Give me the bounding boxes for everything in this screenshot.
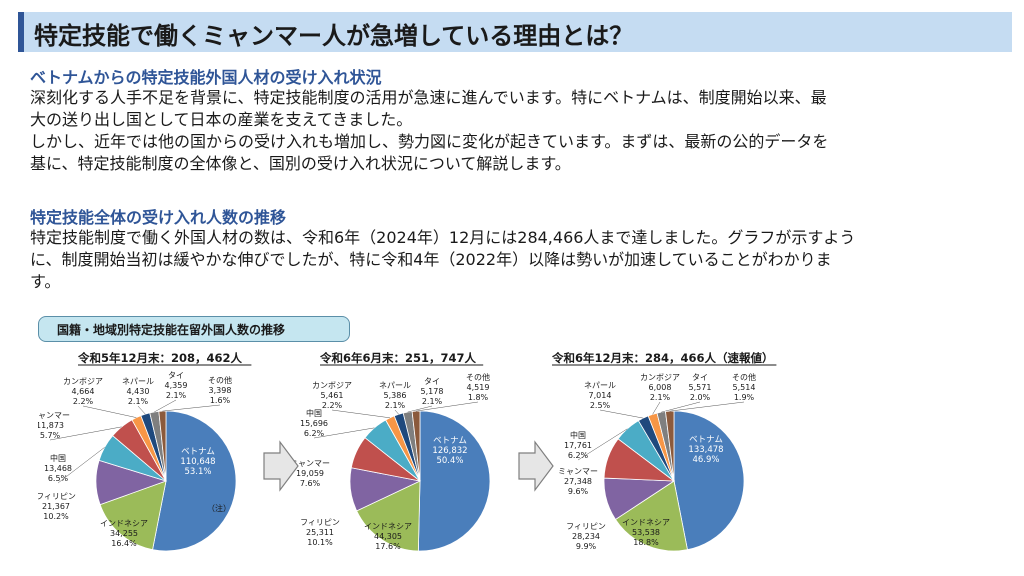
pie-title: 令和6年6月末：251，747人 (319, 351, 477, 365)
pie-leader-line (154, 399, 177, 413)
pie-leader-line (652, 401, 661, 415)
pie-leader-line (577, 428, 628, 461)
pie-label-その他: その他 4,519 1.8% (466, 372, 490, 402)
title-bar: 特定技能で働くミャンマー人が急増している理由とは？ (18, 12, 1012, 52)
figure-title: 国籍・地域別特定技能在留外国人数の推移 (57, 323, 286, 337)
paragraph-line: 深刻化する人手不足を背景に、特定技能制度の活用が急速に進んでいます。特にベトナム… (30, 88, 827, 107)
pie-label-タイ: タイ 4,359 2.1% (165, 371, 188, 400)
section-heading-total: 特定技能全体の受け入れ人数の推移 (30, 208, 287, 227)
pie-slice-インドネシア (99, 480, 167, 551)
pie-label-フィリピン: フィリピン 28,234 9.9% (566, 522, 606, 551)
pie-slice-その他 (158, 410, 167, 482)
section-paragraph-total: 特定技能制度で働く外国人材の数は、令和6年（2024年）12月には284,466… (30, 227, 1005, 293)
pie-leader-line (82, 405, 137, 418)
pie-leader-line (162, 404, 221, 412)
page-title: 特定技能で働くミャンマー人が急増している理由とは？ (34, 22, 634, 50)
pie-label-フィリピン: フィリピン 25,311 10.1% (300, 518, 340, 547)
pie-label-中国: 中国 17,761 6.2% (564, 430, 592, 460)
paragraph-line: 特定技能制度で働く外国人材の数は、令和6年（2024年）12月には284,466… (30, 228, 856, 247)
pie-label-その他: その他 5,514 1.9% (732, 372, 756, 402)
pie-label-インドネシア: インドネシア 44,305 17.6% (364, 522, 412, 551)
pie-figure: 令和5年12月末：208，462人ベトナム 110,648 53.1% インドネシア 3… (38, 316, 778, 574)
pie-label-中国: 中国 13,468 6.5% (44, 453, 72, 483)
pie-label-ミャンマー: ミャンマー 27,348 9.6% (558, 467, 598, 496)
figure-title-box: 国籍・地域別特定技能在留外国人数の推移 (38, 316, 350, 342)
pie-leader-line (407, 405, 433, 413)
pie-leader-line (313, 427, 375, 439)
pie-label-ネパール: ネパール 5,386 2.1% (379, 381, 411, 410)
pie-label-カンボジア: カンボジア 6,008 2.1% (640, 373, 680, 402)
paragraph-line: 基に、特定技能制度の全体像と、国別の受け入れ状況について解説します。 (30, 154, 571, 173)
pie-label-インドネシア: インドネシア 53,538 18.8% (622, 518, 670, 547)
pie-slice-ベトナム (417, 410, 491, 552)
pie-slice-ベトナム (673, 410, 745, 551)
pie-label-ミャンマー: ミャンマー 19,059 7.6% (290, 459, 330, 488)
pie-label-ベトナム: ベトナム 110,648 53.1% (180, 447, 215, 477)
paragraph-line: す。 (30, 272, 61, 291)
pie-label-ベトナム: ベトナム 126,832 50.4% (432, 436, 467, 466)
pie-slice-ベトナム (152, 410, 237, 552)
pie-leader-line (599, 409, 644, 419)
pie-slice-インドネシア (356, 480, 421, 552)
pie-note: （注） (207, 503, 231, 513)
pie-label-カンボジア: カンボジア 5,461 2.2% (312, 381, 352, 410)
pie-leader-line (669, 401, 745, 412)
paragraph-line: 大の送り出し国として日本の産業を支えてきました。 (30, 110, 413, 129)
paragraph-line: に、制度開始当初は緩やかな伸びでしたが、特に令和4年（2022年）以降は勢いが加… (30, 250, 832, 269)
pie-leader-line (416, 401, 479, 412)
pie-leader-line (661, 401, 701, 413)
pie-leader-line (394, 409, 399, 415)
pie-title: 令和6年12月末：284，466人（速報値） (551, 351, 774, 365)
pie-label-その他: その他 3,398 1.6% (208, 375, 232, 405)
pie-label-ネパール: ネパール 4,430 2.1% (122, 377, 154, 406)
pie-slice-インドネシア (614, 480, 688, 552)
pie-label-ベトナム: ベトナム 133,478 46.9% (688, 435, 723, 465)
pie-label-インドネシア: インドネシア 34,255 16.4% (100, 519, 148, 548)
section-paragraph-vietnam: 深刻化する人手不足を背景に、特定技能制度の活用が急速に進んでいます。特にベトナム… (30, 87, 1005, 175)
pie-label-タイ: タイ 5,571 2.0% (689, 373, 712, 402)
arrow-right-icon (263, 440, 299, 492)
section-heading-vietnam: ベトナムからの特定技能外国人材の受け入れ状況 (30, 68, 382, 87)
pie-leader-line (331, 409, 390, 419)
pie-label-ネパール: ネパール 7,014 2.5% (584, 381, 616, 410)
pie-leader-line (49, 426, 122, 441)
arrow-right-icon (518, 440, 554, 492)
pie-label-タイ: タイ 5,178 2.1% (421, 377, 444, 406)
pie-slice-その他 (411, 410, 421, 482)
pie-leader-line (57, 447, 105, 484)
pie-label-カンボジア: カンボジア 4,664 2.2% (63, 377, 103, 406)
paragraph-line: しかし、近年では他の国からの受け入れも増加し、勢力図に変化が起きています。まずは… (30, 132, 829, 151)
pie-leader-line (137, 405, 146, 415)
pie-label-フィリピン: フィリピン 21,367 10.2% (38, 492, 76, 521)
pie-title: 令和5年12月末：208，462人 (77, 351, 243, 365)
pie-label-中国: 中国 15,696 6.2% (300, 408, 328, 438)
